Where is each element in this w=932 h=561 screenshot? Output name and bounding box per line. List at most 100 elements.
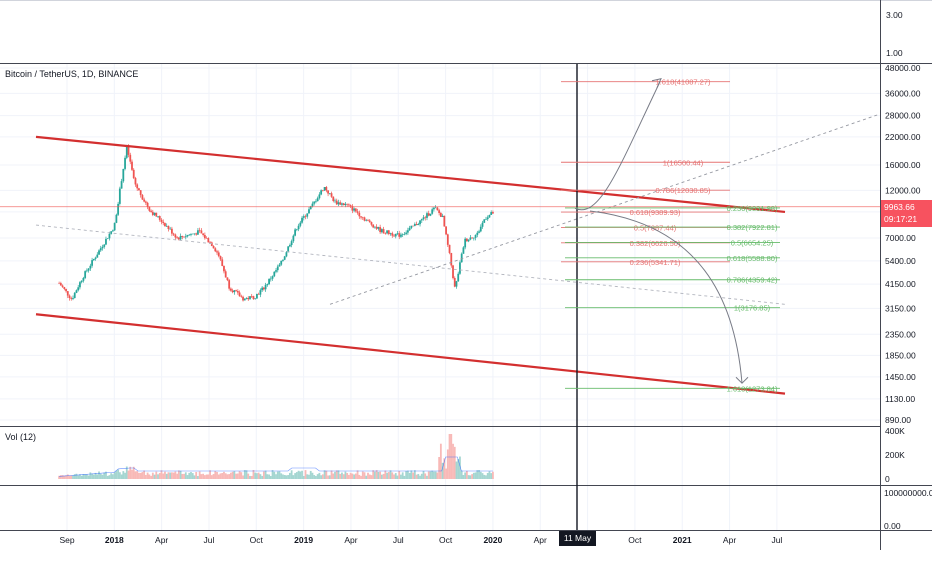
volume-bar <box>207 474 210 479</box>
time-tick-label: Jul <box>204 535 215 545</box>
candle-body <box>452 265 454 279</box>
volume-bar <box>167 472 170 479</box>
volume-bar <box>361 471 364 479</box>
candle-body <box>132 169 135 179</box>
volume-bar <box>417 473 420 479</box>
candle-body <box>353 208 356 211</box>
candle-body <box>398 233 401 237</box>
volume-bar <box>169 472 172 479</box>
candle-body <box>457 273 460 282</box>
fib-retracement-label: 0.618(5588.80) <box>727 254 778 263</box>
volume-bar <box>191 473 194 479</box>
candle-body <box>160 219 163 222</box>
volume-bar <box>118 472 121 479</box>
candle-body <box>308 209 310 214</box>
volume-bar <box>183 473 185 479</box>
candle-body <box>99 248 102 251</box>
candle-body <box>389 233 392 234</box>
time-tick-label: Apr <box>534 535 547 545</box>
candle-body <box>224 271 227 278</box>
bottom-pane-tick-label: 0.00 <box>884 521 901 531</box>
candle-body <box>313 201 316 204</box>
candle-body <box>158 216 161 220</box>
volume-bar <box>139 472 142 479</box>
candle-body <box>197 230 199 235</box>
volume-bar <box>302 475 305 479</box>
volume-bar <box>98 471 100 479</box>
candle-body <box>365 220 368 221</box>
volume-bar <box>223 471 225 479</box>
volume-bar <box>467 475 470 479</box>
top-pane-tick-label: 3.00 <box>886 10 903 20</box>
volume-bar <box>479 471 482 479</box>
volume-bar <box>400 474 402 479</box>
top-pane-tick-label: 1.00 <box>886 48 903 58</box>
candle-body <box>438 210 441 214</box>
volume-bar <box>160 470 163 479</box>
volume-bar <box>481 473 484 479</box>
volume-bar <box>353 474 356 479</box>
candle-body <box>360 216 362 218</box>
volume-bar <box>387 472 390 479</box>
volume-bar <box>393 474 395 479</box>
candle-body <box>129 154 132 162</box>
candle-body <box>394 233 397 237</box>
volume-bar <box>252 470 255 479</box>
candle-body <box>210 242 213 247</box>
volume-bar <box>431 470 434 479</box>
candle-body <box>427 213 430 216</box>
price-tick-label: 22000.00 <box>885 132 921 142</box>
candle-body <box>342 203 345 206</box>
candle-body <box>420 219 423 221</box>
volume-bar <box>380 474 383 479</box>
time-tick-label: Jul <box>771 535 782 545</box>
volume-bar <box>268 474 270 479</box>
candle-body <box>68 295 71 299</box>
candle-body <box>330 193 333 197</box>
volume-bar <box>349 472 352 479</box>
candle-body <box>387 230 390 234</box>
candle-body <box>415 224 418 226</box>
candle-body <box>221 259 224 266</box>
time-tick-label: 2021 <box>673 535 692 545</box>
candle-body <box>177 237 180 240</box>
candle-body <box>424 217 427 218</box>
candle-body <box>413 224 416 226</box>
candle-body <box>268 279 270 285</box>
volume-bar <box>134 471 137 479</box>
candle-body <box>162 221 165 224</box>
candlestick-series <box>58 144 494 302</box>
volume-bar <box>171 472 173 479</box>
volume-bar <box>478 470 480 479</box>
fib-retracement-label: 0.5(6654.25) <box>731 238 774 247</box>
volume-bar <box>438 457 441 479</box>
candle-body <box>117 203 120 215</box>
volume-bar <box>264 470 267 479</box>
projection-up-arrow <box>574 81 661 211</box>
candle-body <box>316 198 319 202</box>
candle-body <box>115 214 118 223</box>
candle-body <box>228 280 231 289</box>
candle-body <box>264 284 267 290</box>
candle-body <box>280 260 283 265</box>
volume-bar <box>460 470 463 479</box>
candle-body <box>408 227 411 231</box>
volume-bar <box>197 475 199 479</box>
volume-bar <box>304 470 307 479</box>
candle-body <box>410 225 413 228</box>
volume-bar <box>358 474 361 479</box>
volume-bar <box>379 471 382 479</box>
candle-body <box>212 246 215 249</box>
volume-bar <box>384 470 387 479</box>
volume-bar <box>61 475 64 479</box>
volume-bar <box>122 471 125 479</box>
volume-bar <box>436 472 439 479</box>
volume-bar <box>84 474 87 479</box>
candle-body <box>304 216 307 217</box>
volume-bar <box>337 470 340 479</box>
candle-body <box>315 201 317 202</box>
fib-extension-label: 0.786(12030.85) <box>655 186 711 195</box>
volume-bar <box>106 475 109 479</box>
price-tick-label: 12000.00 <box>885 185 921 195</box>
